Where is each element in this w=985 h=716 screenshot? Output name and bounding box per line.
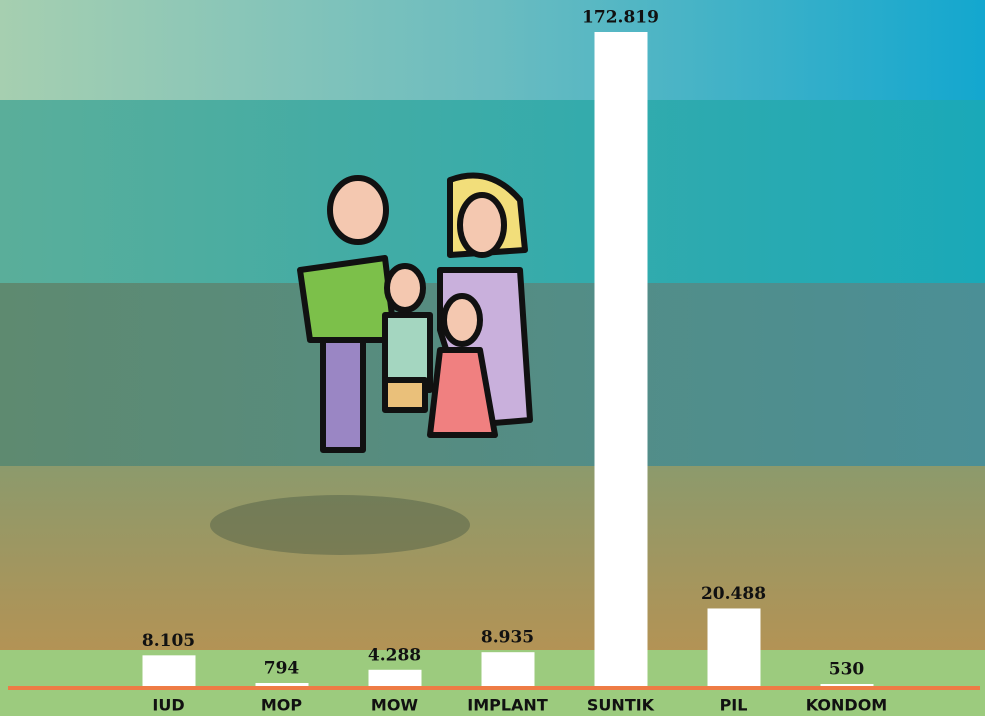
x-tick-label: MOW <box>371 696 419 715</box>
x-tick-label: IUD <box>152 696 184 715</box>
value-label: 530 <box>829 659 865 679</box>
value-label: 794 <box>264 658 300 678</box>
chart: IUD 8.105 MOP 794 MOW 4.288 IMPLANT 8.935 SUNTIK… <box>0 0 985 716</box>
x-tick-label: IMPLANT <box>467 696 548 715</box>
bar <box>821 684 874 686</box>
bar <box>482 652 535 686</box>
bar <box>708 608 761 686</box>
value-label: 8.105 <box>142 631 195 651</box>
bar <box>595 32 648 686</box>
x-tick-label: MOP <box>261 696 303 715</box>
bar <box>256 683 309 686</box>
value-label: 20.488 <box>701 584 766 604</box>
x-tick-label: SUNTIK <box>587 696 655 715</box>
x-tick-label: PIL <box>720 696 748 715</box>
x-tick-label: KONDOM <box>806 696 887 715</box>
bar <box>143 655 196 686</box>
value-label: 172.819 <box>582 8 659 28</box>
bar <box>369 670 422 686</box>
value-label: 4.288 <box>368 645 421 665</box>
value-label: 8.935 <box>481 628 534 648</box>
